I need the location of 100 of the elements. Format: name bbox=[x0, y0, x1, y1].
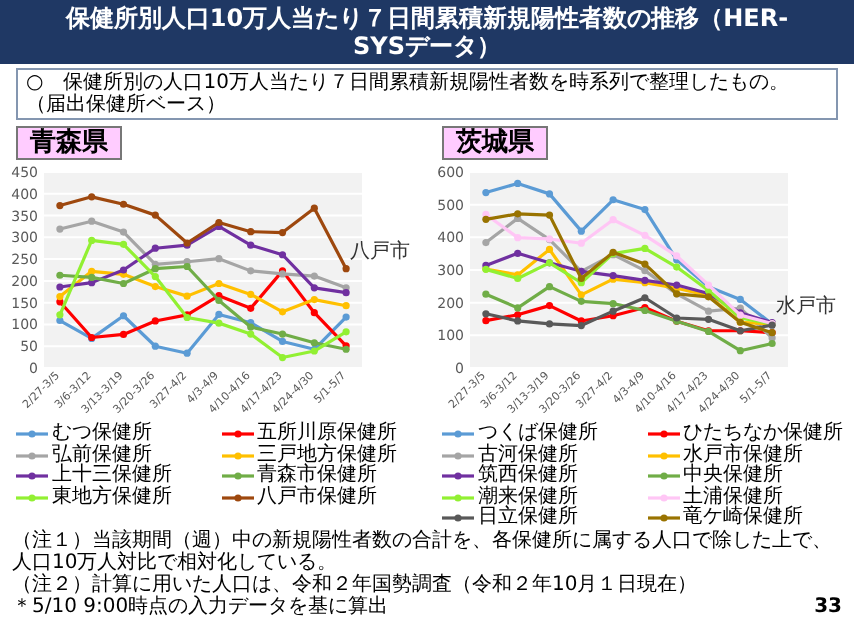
legend-label: むつ保健所 bbox=[52, 422, 152, 444]
point bbox=[151, 342, 159, 350]
legend-label: 日立保健所 bbox=[478, 506, 578, 529]
point bbox=[342, 302, 350, 310]
point bbox=[310, 204, 318, 212]
text: （注１）当該期間（週）中の新規陽性者数の合計を、各保健所に属する人口で除した上で、人口10万人対比で相対化している。 bbox=[12, 529, 834, 573]
point bbox=[88, 193, 96, 201]
legend-label: 中央保健所 bbox=[683, 464, 783, 486]
point bbox=[768, 339, 776, 348]
point bbox=[514, 311, 522, 319]
point bbox=[151, 272, 159, 281]
point bbox=[545, 302, 554, 310]
point bbox=[310, 272, 318, 280]
point bbox=[609, 307, 617, 315]
point bbox=[119, 228, 128, 236]
point bbox=[183, 292, 191, 300]
point bbox=[641, 267, 649, 275]
point bbox=[119, 200, 128, 208]
point bbox=[514, 179, 522, 188]
text: 保健所別人口10万人当たり７日間累積新規陽性者数の推移（HER-SYSデータ） bbox=[0, 0, 854, 64]
point bbox=[482, 238, 490, 247]
legend-label: 古河保健所 bbox=[478, 443, 578, 465]
point bbox=[641, 231, 649, 239]
point bbox=[577, 291, 585, 299]
point bbox=[310, 284, 318, 292]
point bbox=[278, 330, 287, 338]
point bbox=[482, 188, 490, 197]
point bbox=[482, 215, 490, 223]
point bbox=[704, 307, 713, 315]
annotation: 水戸市 bbox=[776, 294, 837, 319]
annotation: 八戸市 bbox=[350, 238, 411, 263]
point bbox=[342, 265, 350, 273]
text: ○ 保健所別の人口10万人当たり７日間累積新規陽性者数を時系列で整理したもの。（届出保健所ベース） bbox=[16, 68, 838, 120]
chart-title: 茨城県 bbox=[442, 126, 548, 160]
point bbox=[119, 240, 128, 248]
point bbox=[151, 317, 159, 325]
text: （注２）計算に用いた人口は、令和２年国勢調査（令和２年10月１日現在） bbox=[12, 573, 700, 595]
point bbox=[577, 227, 585, 235]
legend-label: 青森市保健所 bbox=[257, 464, 377, 486]
legend-label: 筑西保健所 bbox=[478, 464, 578, 486]
point bbox=[609, 216, 617, 224]
point bbox=[310, 339, 318, 347]
point bbox=[310, 309, 318, 317]
point bbox=[151, 282, 159, 291]
point bbox=[151, 211, 159, 219]
point bbox=[151, 265, 159, 273]
point bbox=[88, 236, 96, 244]
point bbox=[56, 311, 64, 319]
point bbox=[247, 304, 255, 312]
point bbox=[577, 297, 585, 305]
point bbox=[278, 251, 287, 259]
legend-label: 東地方保健所 bbox=[52, 485, 172, 508]
point bbox=[577, 274, 585, 283]
point bbox=[215, 319, 223, 327]
point bbox=[342, 328, 350, 336]
point bbox=[514, 317, 522, 325]
legend-label: 弘前保健所 bbox=[52, 443, 152, 465]
legend-label: 土浦保健所 bbox=[683, 485, 783, 507]
legend-label: 五所川原保健所 bbox=[257, 422, 397, 444]
text: ＊5/10 9:00時点の入力データを基に算出 bbox=[12, 595, 389, 617]
point bbox=[88, 217, 96, 225]
point bbox=[577, 321, 585, 330]
point bbox=[736, 347, 744, 355]
point bbox=[673, 263, 681, 271]
point bbox=[310, 296, 318, 304]
point bbox=[215, 310, 223, 319]
point bbox=[641, 294, 649, 302]
point bbox=[577, 239, 585, 247]
point bbox=[56, 292, 64, 301]
point bbox=[342, 313, 350, 321]
point bbox=[215, 296, 223, 305]
legend-label: ひたちなか保健所 bbox=[683, 422, 843, 444]
point bbox=[119, 330, 128, 339]
point bbox=[247, 330, 255, 338]
point bbox=[183, 349, 191, 357]
point bbox=[278, 337, 287, 346]
point bbox=[545, 245, 554, 254]
point bbox=[88, 267, 96, 275]
point bbox=[215, 255, 223, 263]
point bbox=[342, 289, 350, 297]
point bbox=[736, 295, 744, 303]
point bbox=[609, 300, 617, 308]
legend-label: つくば保健所 bbox=[478, 422, 598, 444]
legend-label: 上十三保健所 bbox=[52, 464, 172, 486]
point bbox=[278, 228, 287, 237]
line-series bbox=[56, 310, 350, 357]
point bbox=[278, 353, 287, 362]
point bbox=[482, 290, 490, 298]
point bbox=[56, 316, 64, 325]
point bbox=[278, 308, 287, 316]
point bbox=[545, 190, 554, 198]
point bbox=[609, 196, 617, 204]
point bbox=[151, 244, 159, 252]
point bbox=[545, 283, 554, 291]
point bbox=[56, 225, 64, 233]
point bbox=[704, 315, 713, 323]
point bbox=[514, 249, 522, 257]
point bbox=[183, 262, 191, 271]
point bbox=[88, 273, 96, 281]
point bbox=[247, 267, 255, 275]
